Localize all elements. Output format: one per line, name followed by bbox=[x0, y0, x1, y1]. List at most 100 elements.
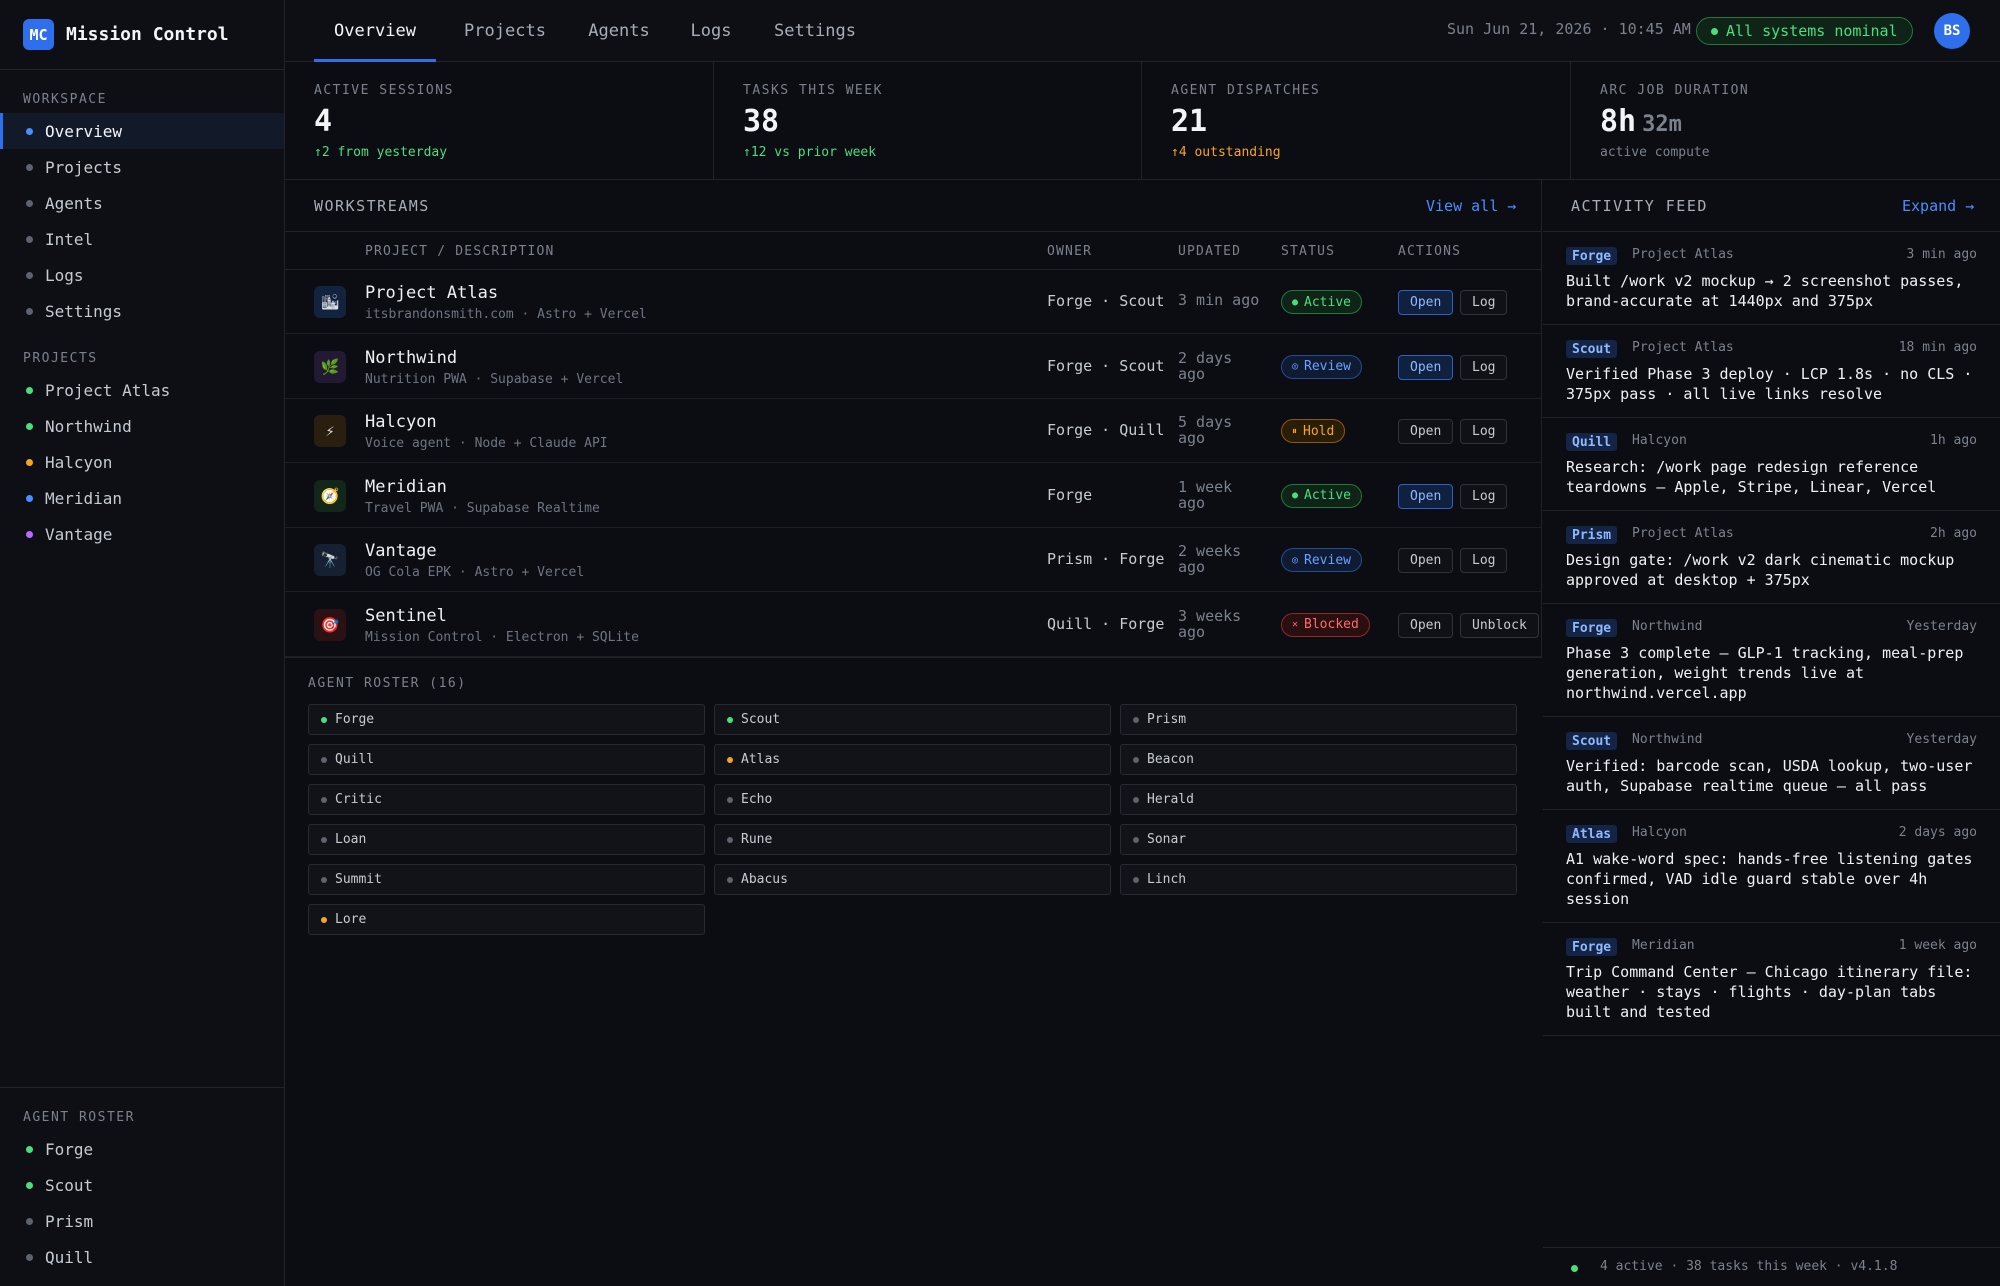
table-row[interactable]: 🌿 Northwind Nutrition PWA · Supabase + Ver… bbox=[285, 335, 1542, 399]
agent-chip-beacon[interactable]: Beacon bbox=[1120, 744, 1517, 775]
feed-item[interactable]: Prism Project Atlas 2h ago Design gate: /wo… bbox=[1543, 511, 2000, 604]
col-updated: UPDATED bbox=[1178, 244, 1242, 259]
sidebar-item-label: Northwind bbox=[45, 416, 132, 436]
tab-logs[interactable]: Logs bbox=[690, 21, 732, 41]
feed-footer: 4 active · 38 tasks this week · v4.1.8 bbox=[1543, 1247, 2000, 1286]
table-row[interactable]: ⚡ Halcyon Voice agent · Node + Claude API F… bbox=[285, 399, 1542, 463]
sidebar-item-agents[interactable]: Agents bbox=[0, 185, 284, 221]
agent-chip-atlas[interactable]: Atlas bbox=[714, 744, 1111, 775]
expand-link[interactable]: Expand → bbox=[1902, 197, 1975, 215]
agent-tag: Scout bbox=[1566, 732, 1618, 750]
system-status-badge[interactable]: All systems nominal bbox=[1696, 17, 1913, 45]
project-name[interactable]: Northwind bbox=[365, 347, 458, 368]
feed-item[interactable]: Scout Northwind Yesterday Verified: barcode… bbox=[1543, 717, 2000, 810]
project-name[interactable]: Halcyon bbox=[365, 412, 437, 432]
sidebar-project-halcyon[interactable]: Halcyon bbox=[0, 444, 284, 480]
agent-chip-lore[interactable]: Lore bbox=[308, 904, 705, 935]
log-button[interactable]: Log bbox=[1460, 290, 1508, 315]
status-badge: ◎ Review bbox=[1281, 354, 1362, 379]
agent-chip-summit[interactable]: Summit bbox=[308, 864, 705, 895]
agent-chip-sonar[interactable]: Sonar bbox=[1120, 824, 1517, 855]
stat-value: 8h 32m bbox=[1600, 104, 1682, 139]
agent-chip-rune[interactable]: Rune bbox=[714, 824, 1111, 855]
agent-tag: Forge bbox=[1566, 247, 1618, 265]
status-badge: ● Active bbox=[1281, 483, 1362, 508]
table-row[interactable]: 🧭 Meridian Travel PWA · Supabase Realtime F… bbox=[285, 464, 1542, 528]
feed-text: Trip Command Center — Chicago itinerary … bbox=[1566, 963, 1973, 1021]
status-dot-icon bbox=[1711, 27, 1718, 35]
sidebar-item-intel[interactable]: Intel bbox=[0, 221, 284, 257]
open-button[interactable]: Open bbox=[1398, 354, 1454, 380]
sidebar-item-label: Overview bbox=[45, 121, 123, 141]
sidebar-item-settings[interactable]: Settings bbox=[0, 293, 284, 329]
log-button[interactable]: Log bbox=[1460, 483, 1508, 509]
updated-time: 1 week ago bbox=[1178, 477, 1233, 512]
open-button[interactable]: Open bbox=[1398, 483, 1454, 509]
feed-item[interactable]: Atlas Halcyon 2 days ago A1 wake-word spec:… bbox=[1543, 810, 2000, 923]
status-dot-icon bbox=[727, 796, 733, 803]
sidebar-item-label: Intel bbox=[45, 229, 94, 249]
log-button[interactable]: Log bbox=[1460, 419, 1508, 444]
avatar[interactable]: BS bbox=[1934, 13, 1970, 49]
log-button[interactable]: Log bbox=[1460, 354, 1508, 380]
agent-chip-prism[interactable]: Prism bbox=[1120, 704, 1517, 735]
feed-text: Verified: barcode scan, USDA lookup, two… bbox=[1566, 757, 1973, 795]
table-row[interactable]: 🏙 Project Atlas itsbrandonsmith.com · Astr… bbox=[285, 270, 1542, 334]
agent-chip-abacus[interactable]: Abacus bbox=[714, 864, 1111, 895]
col-project: PROJECT / DESCRIPTION bbox=[365, 244, 555, 259]
feed-item[interactable]: Forge Project Atlas 3 min ago Built /work v… bbox=[1543, 232, 2000, 325]
status-icon: ⏸ bbox=[1292, 425, 1297, 437]
status-dot-icon bbox=[321, 836, 327, 843]
project-name[interactable]: Vantage bbox=[365, 541, 437, 561]
tab-agents[interactable]: Agents bbox=[588, 21, 650, 41]
sidebar-item-projects[interactable]: Projects bbox=[0, 149, 284, 185]
agent-chip-scout[interactable]: Scout bbox=[714, 704, 1111, 735]
agent-chip-linch[interactable]: Linch bbox=[1120, 864, 1517, 895]
sidebar-item-overview[interactable]: Overview bbox=[0, 113, 284, 149]
open-button[interactable]: Open bbox=[1398, 548, 1454, 573]
sidebar-agent-quill[interactable]: Quill bbox=[0, 1239, 284, 1275]
telescope-icon: 🔭 bbox=[314, 544, 346, 576]
project-name[interactable]: Sentinel bbox=[365, 605, 447, 626]
feed-item[interactable]: Quill Halcyon 1h ago Research: /work page r… bbox=[1543, 418, 2000, 511]
feed-item[interactable]: Scout Project Atlas 18 min ago Verified Pha… bbox=[1543, 325, 2000, 418]
tab-settings[interactable]: Settings bbox=[774, 21, 856, 41]
sidebar-project-project-atlas[interactable]: Project Atlas bbox=[0, 372, 284, 408]
feed-footer-text: 4 active · 38 tasks this week · v4.1.8 bbox=[1600, 1259, 1898, 1274]
sidebar-agent-forge[interactable]: Forge bbox=[0, 1131, 284, 1167]
table-row[interactable]: 🔭 Vantage OG Cola EPK · Astro + Vercel Pris… bbox=[285, 528, 1542, 592]
status-text: Blocked bbox=[1304, 617, 1359, 632]
agent-chip-herald[interactable]: Herald bbox=[1120, 784, 1517, 815]
tab-overview[interactable]: Overview bbox=[314, 0, 436, 62]
feed-time: Yesterday bbox=[1906, 732, 1977, 747]
brand[interactable]: MC Mission Control bbox=[0, 0, 284, 70]
agent-chip-echo[interactable]: Echo bbox=[714, 784, 1111, 815]
open-button[interactable]: Open bbox=[1398, 290, 1454, 315]
sidebar-item-logs[interactable]: Logs bbox=[0, 257, 284, 293]
table-row[interactable]: 🎯 Sentinel Mission Control · Electron + SQ… bbox=[285, 593, 1542, 657]
col-actions: ACTIONS bbox=[1398, 244, 1462, 259]
agent-name: Atlas bbox=[741, 752, 781, 767]
agent-chip-loan[interactable]: Loan bbox=[308, 824, 705, 855]
view-all-link[interactable]: View all → bbox=[1426, 197, 1517, 215]
open-button[interactable]: Open bbox=[1398, 612, 1454, 638]
feed-header: ACTIVITY FEED Expand → bbox=[1543, 180, 2000, 232]
agent-chip-forge[interactable]: Forge bbox=[308, 704, 705, 735]
unblock-button[interactable]: Unblock bbox=[1460, 612, 1539, 638]
project-name[interactable]: Meridian bbox=[365, 476, 447, 497]
feed-item[interactable]: Forge Meridian 1 week ago Trip Command Cent… bbox=[1543, 923, 2000, 1036]
tab-projects[interactable]: Projects bbox=[464, 21, 546, 41]
project-description: Travel PWA · Supabase Realtime bbox=[365, 500, 600, 516]
agent-chip-critic[interactable]: Critic bbox=[308, 784, 705, 815]
open-button[interactable]: Open bbox=[1398, 419, 1454, 444]
agent-chip-quill[interactable]: Quill bbox=[308, 744, 705, 775]
sidebar-project-meridian[interactable]: Meridian bbox=[0, 480, 284, 516]
sidebar-agent-prism[interactable]: Prism bbox=[0, 1203, 284, 1239]
project-name[interactable]: Project Atlas bbox=[365, 283, 499, 303]
feed-time: 3 min ago bbox=[1906, 247, 1977, 262]
log-button[interactable]: Log bbox=[1460, 548, 1508, 573]
sidebar-project-vantage[interactable]: Vantage bbox=[0, 516, 284, 552]
sidebar-agent-scout[interactable]: Scout bbox=[0, 1167, 284, 1203]
sidebar-project-northwind[interactable]: Northwind bbox=[0, 408, 284, 444]
feed-item[interactable]: Forge Northwind Yesterday Phase 3 complete … bbox=[1543, 604, 2000, 717]
